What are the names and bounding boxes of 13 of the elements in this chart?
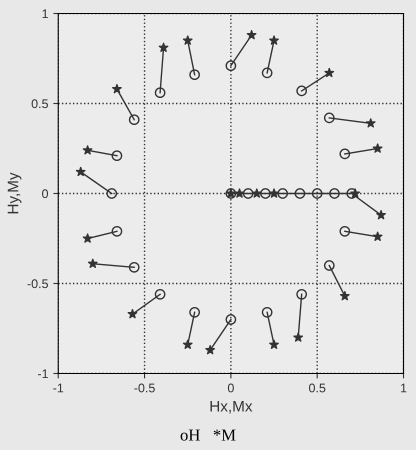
text: oH *M bbox=[180, 430, 236, 441]
y-tick-label: 1 bbox=[42, 9, 48, 18]
y-tick-label: -0.5 bbox=[28, 279, 48, 288]
y-axis-title: Hy,My bbox=[8, 172, 22, 214]
x-tick-label: 0.5 bbox=[309, 384, 326, 392]
x-tick-label: -1 bbox=[53, 384, 64, 392]
x-tick-label: -0.5 bbox=[134, 384, 155, 392]
x-axis-title: Hx,Mx bbox=[210, 400, 252, 414]
x-tick-label: 1 bbox=[401, 384, 406, 392]
y-tick-label: 0 bbox=[42, 189, 48, 198]
y-tick-label: -1 bbox=[38, 369, 48, 378]
x-tick-label: 0 bbox=[228, 384, 234, 392]
y-tick-label: 0.5 bbox=[32, 99, 48, 108]
